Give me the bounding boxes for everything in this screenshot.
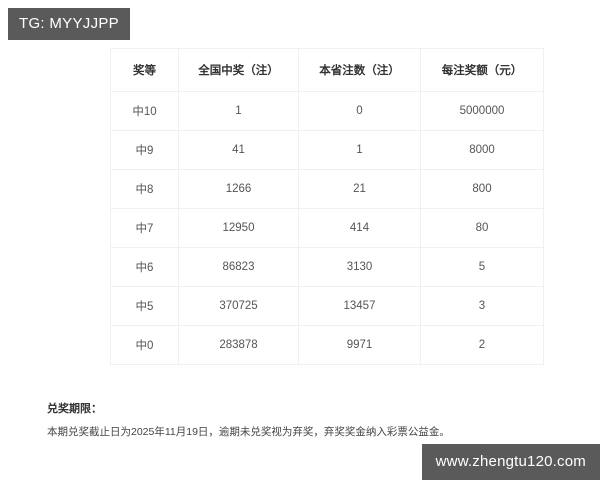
table-row: 中8 1266 21 800 <box>110 169 544 209</box>
table-body: 中10 1 0 5000000 中9 41 1 8000 中8 1266 21 … <box>110 91 544 365</box>
cell-national: 370725 <box>178 286 299 326</box>
column-header-province: 本省注数（注） <box>298 48 421 92</box>
table-row: 中7 12950 414 80 <box>110 208 544 248</box>
claim-deadline-body: 本期兑奖截止日为2025年11月19日，逾期未兑奖视为弃奖，弃奖奖金纳入彩票公益… <box>47 426 450 439</box>
cell-province: 13457 <box>298 286 421 326</box>
cell-province: 21 <box>298 169 421 209</box>
table-row: 中10 1 0 5000000 <box>110 91 544 131</box>
watermark-label: www.zhengtu120.com <box>435 453 586 470</box>
claim-deadline-note: 兑奖期限： 本期兑奖截止日为2025年11月19日，逾期未兑奖视为弃奖，弃奖奖金… <box>47 403 547 440</box>
cell-level: 中10 <box>110 91 179 131</box>
prize-table: 奖等 全国中奖（注） 本省注数（注） 每注奖额（元） 中10 1 0 50000… <box>110 48 544 365</box>
cell-level: 中5 <box>110 286 179 326</box>
tg-badge-label: TG: MYYJJPP <box>19 15 119 32</box>
cell-province: 414 <box>298 208 421 248</box>
cell-amount: 8000 <box>420 130 544 170</box>
cell-national: 1 <box>178 91 299 131</box>
cell-province: 3130 <box>298 247 421 287</box>
table-row: 中5 370725 13457 3 <box>110 286 544 326</box>
cell-national: 12950 <box>178 208 299 248</box>
cell-level: 中8 <box>110 169 179 209</box>
cell-national: 1266 <box>178 169 299 209</box>
cell-amount: 80 <box>420 208 544 248</box>
cell-level: 中6 <box>110 247 179 287</box>
table-row: 中0 283878 9971 2 <box>110 325 544 365</box>
column-header-amount: 每注奖额（元） <box>420 48 544 92</box>
cell-national: 283878 <box>178 325 299 365</box>
cell-amount: 5000000 <box>420 91 544 131</box>
column-header-national: 全国中奖（注） <box>178 48 299 92</box>
prize-table-container: 奖等 全国中奖（注） 本省注数（注） 每注奖额（元） 中10 1 0 50000… <box>110 48 544 365</box>
table-header: 奖等 全国中奖（注） 本省注数（注） 每注奖额（元） <box>110 48 544 92</box>
cell-national: 41 <box>178 130 299 170</box>
cell-amount: 5 <box>420 247 544 287</box>
cell-level: 中0 <box>110 325 179 365</box>
cell-province: 0 <box>298 91 421 131</box>
tg-badge: TG: MYYJJPP <box>8 8 130 40</box>
cell-level: 中9 <box>110 130 179 170</box>
table-row: 中9 41 1 8000 <box>110 130 544 170</box>
cell-national: 86823 <box>178 247 299 287</box>
cell-level: 中7 <box>110 208 179 248</box>
table-row: 中6 86823 3130 5 <box>110 247 544 287</box>
claim-deadline-title: 兑奖期限： <box>47 403 102 415</box>
cell-province: 1 <box>298 130 421 170</box>
column-header-level: 奖等 <box>110 48 179 92</box>
cell-amount: 2 <box>420 325 544 365</box>
watermark-badge: www.zhengtu120.com <box>421 444 600 480</box>
cell-province: 9971 <box>298 325 421 365</box>
table-header-row: 奖等 全国中奖（注） 本省注数（注） 每注奖额（元） <box>110 48 544 92</box>
cell-amount: 800 <box>420 169 544 209</box>
cell-amount: 3 <box>420 286 544 326</box>
